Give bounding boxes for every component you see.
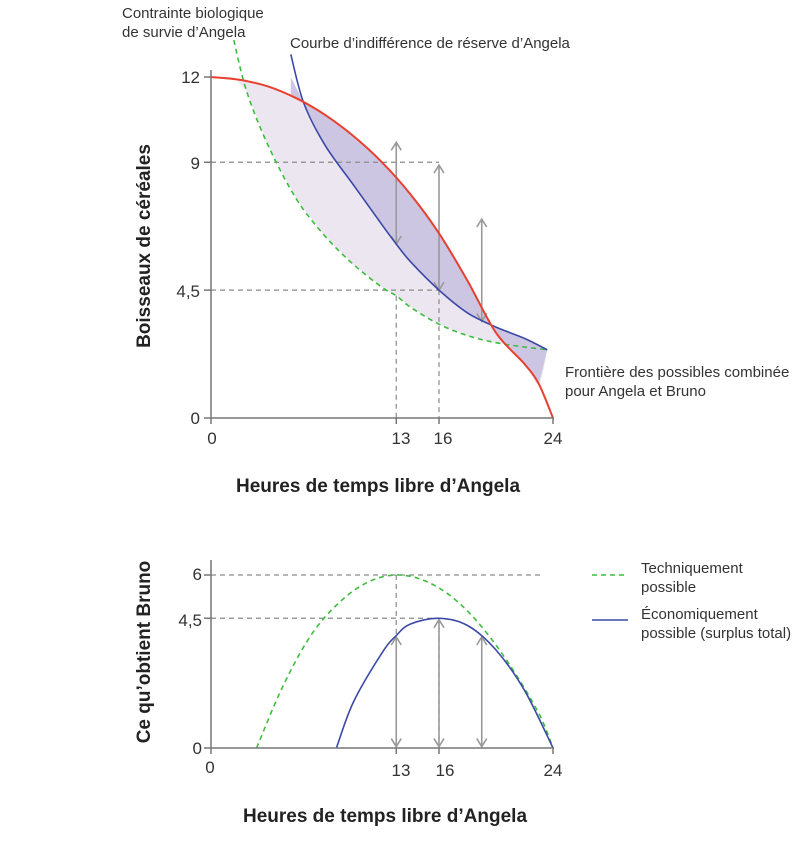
frontier-annotation-line2: pour Angela et Bruno	[565, 383, 706, 400]
top-x-tick-24: 24	[544, 429, 563, 448]
top-chart: 12 9 4,5 0 0 13 16 24 Heures de temps li…	[122, 5, 789, 497]
top-arrow-1-head-top	[433, 163, 445, 174]
bottom-arrow-1	[433, 618, 445, 749]
legend-label-economically-line2: possible (surplus total)	[641, 625, 791, 642]
bottom-arrow-2-head-bottom	[476, 738, 488, 749]
bottom-arrow-2	[476, 635, 488, 749]
top-y-tick-4-5: 4,5	[176, 282, 200, 301]
top-y-axis-title: Boisseaux de céréales	[134, 144, 155, 348]
frontier-curve	[210, 76, 554, 419]
bottom-x-tick-24: 24	[544, 761, 563, 780]
bottom-arrow-0-head-top	[390, 635, 402, 646]
top-x-axis-title: Heures de temps libre d’Angela	[236, 476, 520, 497]
survival-annotation-line2: de survie d’Angela	[122, 24, 246, 41]
legend-label-economically-line1: Économiquement	[641, 606, 759, 623]
bottom-arrow-2-head-top	[476, 635, 488, 646]
bottom-arrows	[390, 618, 488, 749]
top-ticks	[204, 76, 554, 424]
top-y-tick-9: 9	[191, 154, 200, 173]
bottom-x-tick-16: 16	[436, 761, 455, 780]
bottom-chart: 6 4,5 0 0 13 16 24 Heures de temps libre…	[134, 560, 791, 827]
bottom-arrow-1-head-top	[433, 618, 445, 629]
top-shade-light	[211, 77, 548, 385]
bottom-arrow-1-head-bottom	[433, 738, 445, 749]
indifference-annotation: Courbe d’indifférence de réserve d’Angel…	[290, 35, 571, 52]
frontier-annotation-line1: Frontière des possibles combinée	[565, 364, 789, 381]
legend-label-technically-line1: Techniquement	[641, 560, 744, 577]
top-y-tick-0: 0	[191, 409, 200, 428]
bottom-arrow-0	[390, 635, 402, 749]
bottom-y-tick-0: 0	[193, 739, 202, 758]
top-shade-dark	[290, 77, 548, 384]
top-x-tick-0: 0	[207, 429, 216, 448]
bottom-y-tick-4-5: 4,5	[178, 611, 202, 630]
technically-possible-curve	[255, 574, 554, 749]
bottom-x-tick-0: 0	[205, 758, 214, 777]
top-arrow-0-head-top	[390, 140, 402, 151]
top-reference-lines	[211, 161, 440, 418]
bottom-arrow-0-head-bottom	[390, 738, 402, 749]
top-x-tick-13: 13	[392, 429, 411, 448]
top-arrow-2-head-top	[476, 217, 488, 228]
top-y-tick-12: 12	[181, 68, 200, 87]
indifference-curve	[290, 54, 548, 351]
economically-possible-curve	[335, 617, 554, 749]
bottom-y-axis-title: Ce qu’obtient Bruno	[134, 561, 155, 744]
bottom-ticks	[204, 574, 554, 754]
bottom-y-tick-6: 6	[193, 565, 202, 584]
bottom-x-tick-13: 13	[392, 761, 411, 780]
survival-annotation-line1: Contrainte biologique	[122, 5, 264, 22]
bottom-x-axis-title: Heures de temps libre d’Angela	[243, 806, 527, 827]
top-x-tick-16: 16	[434, 429, 453, 448]
legend-label-technically-line2: possible	[641, 579, 696, 596]
